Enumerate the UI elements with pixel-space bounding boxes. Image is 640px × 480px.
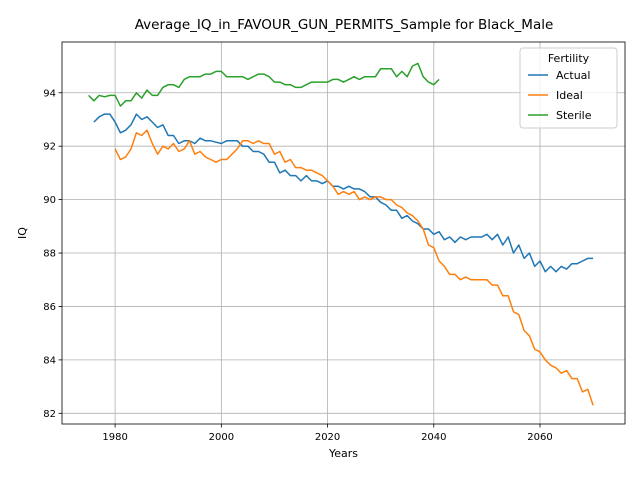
plot-frame [61, 41, 626, 425]
legend: Fertility Actual Ideal Sterile [519, 47, 618, 129]
series-line [93, 113, 594, 273]
chart-title: Average_IQ_in_FAVOUR_GUN_PERMITS_Sample … [135, 17, 554, 33]
series-line [88, 62, 440, 107]
y-tick-label: 90 [43, 195, 56, 206]
y-tick-label: 88 [43, 249, 56, 260]
legend-label: Actual [556, 69, 590, 82]
series-lines [88, 62, 594, 406]
y-tick-label: 92 [43, 142, 56, 153]
x-tick-label: 2060 [527, 432, 552, 443]
legend-label: Sterile [556, 109, 592, 122]
x-axis-label: Years [328, 447, 358, 460]
y-tick-label: 94 [43, 88, 56, 99]
legend-title: Fertility [548, 52, 590, 65]
x-tick-label: 1980 [102, 432, 127, 443]
legend-box [519, 47, 618, 129]
y-axis: 82 84 86 88 90 92 94 [43, 88, 62, 420]
x-tick-label: 2000 [209, 432, 234, 443]
y-tick-label: 82 [43, 409, 56, 420]
x-tick-label: 2020 [315, 432, 340, 443]
x-axis: 1980 2000 2020 2040 2060 [102, 424, 553, 443]
y-tick-label: 86 [43, 302, 56, 313]
grid-lines [62, 42, 625, 424]
legend-label: Ideal [556, 89, 583, 102]
y-tick-label: 84 [43, 355, 56, 366]
legend-items: Actual Ideal Sterile [528, 69, 592, 122]
series-line [114, 129, 594, 406]
x-tick-label: 2040 [421, 432, 446, 443]
y-axis-label: IQ [16, 227, 29, 239]
